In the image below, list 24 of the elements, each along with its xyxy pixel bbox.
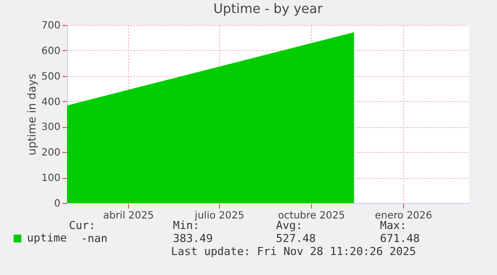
text: Avg: [276, 219, 302, 232]
legend-label: uptime [27, 232, 67, 244]
y-tick-label: 100 [41, 173, 60, 184]
text: -nan [81, 232, 108, 245]
x-tick-label: abril 2025 [103, 210, 154, 222]
y-tick-label: 200 [41, 148, 60, 159]
text: 671.48 [380, 232, 420, 245]
y-tick-label: 0 [54, 198, 60, 210]
x-tick-label: julio 2025 [194, 210, 244, 222]
x-tick-label: octubre 2025 [278, 210, 345, 222]
y-tick-label: 400 [41, 96, 60, 108]
y-tick-label: 600 [41, 46, 60, 57]
text: Min: [173, 219, 200, 232]
y-axis-title: uptime in days [25, 73, 38, 156]
x-tick-label: enero 2026 [374, 210, 432, 222]
y-tick-label: 700 [41, 20, 60, 32]
y-tick-label: 300 [41, 122, 60, 134]
text: Cur: [69, 219, 96, 232]
text: Last update: Fri Nov 28 11:20:26 2025 [170, 245, 416, 258]
chart-title: Uptime - by year [213, 2, 324, 17]
text: 527.48 [276, 232, 316, 245]
text: 383.49 [173, 232, 213, 245]
y-tick-label: 500 [41, 71, 60, 82]
text: Max: [380, 219, 406, 232]
